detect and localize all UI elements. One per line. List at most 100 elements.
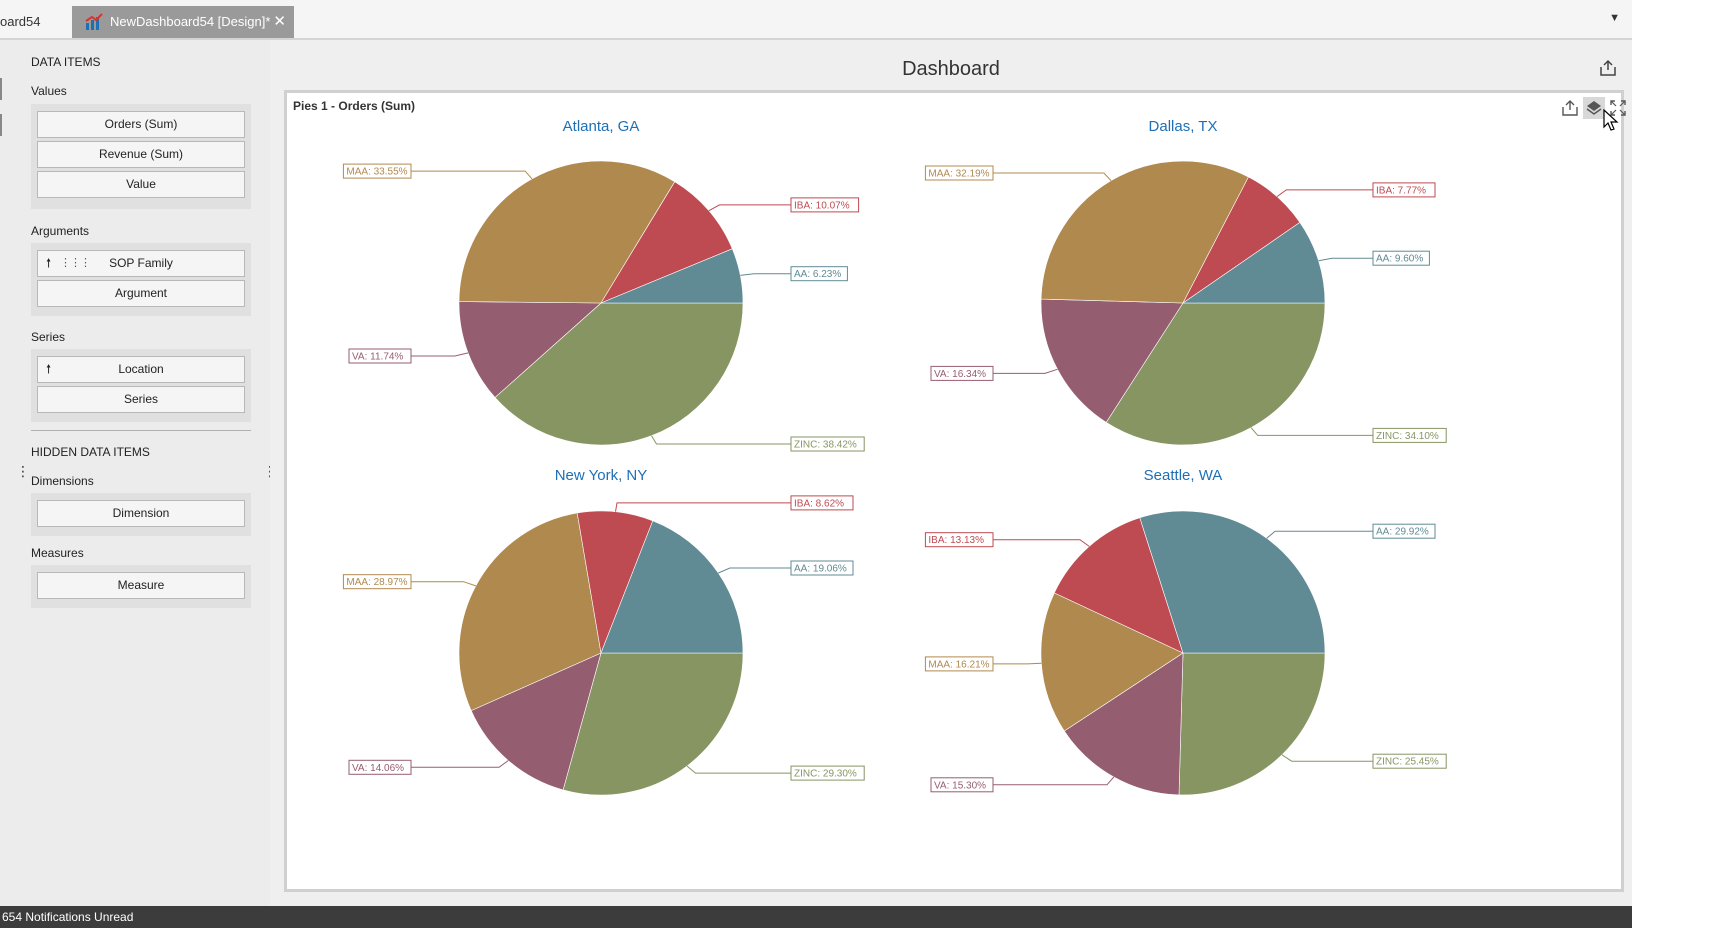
leader-line [708,204,791,212]
pie-slice-label-box [348,348,412,364]
leader-line [993,172,1112,181]
leader-line [740,273,791,276]
series-group: 🠕 Location Series [31,349,251,422]
pie-slice-maa[interactable] [1040,592,1184,732]
layers-icon[interactable] [1583,97,1605,119]
series-item-location[interactable]: 🠕 Location [37,356,245,383]
pie-slice-label-box [1372,753,1447,769]
measures-label: Measures [31,546,84,560]
dashboard-surface: Dashboard Pies 1 - Orders (Sum) Atlanta,… [270,40,1632,906]
pie-slice-label-box [790,197,860,213]
pie-slice-label: IBA: 7.77% [1376,185,1426,196]
pie-slice-label: AA: 6.23% [794,269,841,280]
pie-slice-zinc[interactable] [494,302,744,446]
leader-line [1276,189,1373,198]
leader-line [686,765,791,774]
pie-title: Dallas, TX [1149,118,1218,135]
pie-slice-label: AA: 9.60% [1376,254,1423,265]
tab-previous-dashboard[interactable]: oard54 [0,14,41,29]
pie-slice-va[interactable] [1063,652,1184,796]
pie-chart[interactable]: Dallas, TX ZINC: 34.10% VA: 16.34% MAA: 32.… [924,118,1447,446]
pie-slice-label: IBA: 13.13% [928,535,984,546]
section-divider [31,430,251,431]
pie-slice-aa[interactable] [1139,510,1326,654]
export-icon[interactable] [1559,97,1581,119]
chevron-down-icon[interactable]: ▼ [1609,12,1620,24]
series-label: Series [31,330,66,344]
export-icon[interactable] [1598,58,1618,78]
dimension-item-placeholder[interactable]: Dimension [37,500,245,527]
splitter-mark [0,114,2,136]
pie-slice-maa[interactable] [1040,160,1249,304]
pie-slice-label-box [924,532,994,548]
pie-slice-va[interactable] [470,652,602,791]
pie-slice-label: MAA: 33.55% [346,167,407,178]
pie-slice-label: MAA: 28.97% [346,577,407,588]
leader-line [411,170,533,180]
leader-line [718,567,791,574]
leader-line [993,776,1115,786]
pie-chart[interactable]: Seattle, WA ZINC: 25.45% VA: 15.30% MAA: 16… [924,467,1447,796]
pie-slice-zinc[interactable] [562,652,744,796]
pie-slice-label: VA: 15.30% [934,780,986,791]
pie-slice-zinc[interactable] [1105,302,1326,446]
pie-dashboard-item[interactable]: Pies 1 - Orders (Sum) Atlanta, GA ZINC: 3… [284,90,1626,892]
splitter-mark [0,78,2,100]
pie-slice-label: IBA: 10.07% [794,200,850,211]
value-item-orders-sum[interactable]: Orders (Sum) [37,111,245,138]
notifications-status[interactable]: 654 Notifications Unread [2,910,134,924]
dimensions-label: Dimensions [31,474,94,488]
pie-slice-label-box [348,759,412,775]
tab-active-label: NewDashboard54 [Design]* [110,14,271,29]
fullscreen-icon[interactable] [1607,97,1629,119]
values-label: Values [31,84,67,98]
pie-title: Atlanta, GA [563,118,640,135]
leader-line [1281,754,1373,762]
pie-slice-label: VA: 14.06% [352,763,404,774]
leader-line [1318,257,1373,262]
leader-line [993,539,1090,547]
pie-slice-label-box [790,266,848,282]
series-item-placeholder[interactable]: Series [37,386,245,413]
measure-item-placeholder[interactable]: Measure [37,572,245,599]
pie-chart[interactable]: New York, NY ZINC: 29.30% VA: 14.06% MAA: 2… [342,467,865,796]
value-item-revenue-sum[interactable]: Revenue (Sum) [37,141,245,168]
pie-slice-maa[interactable] [458,512,602,711]
status-bar: 654 Notifications Unread [0,906,1632,928]
series-item-label: Location [118,362,164,376]
splitter-grip-icon[interactable]: ⋮ [16,463,30,479]
pie-slice-label-box [1372,427,1447,443]
pie-slice-zinc[interactable] [1178,652,1326,796]
argument-item-sop-family[interactable]: 🠕 ⋮⋮⋮ SOP Family [37,250,245,277]
argument-item-placeholder[interactable]: Argument [37,280,245,307]
pie-slice-label: AA: 19.06% [794,564,847,575]
pie-title: New York, NY [555,467,648,484]
pie-slice-va[interactable] [458,301,602,398]
pie-slice-label-box [790,765,865,781]
pie-slice-label-box [790,436,865,452]
pie-slice-label-box [930,365,994,381]
dashboard-title[interactable]: Dashboard [902,58,1000,80]
pie-chart[interactable]: Atlanta, GA ZINC: 38.42% VA: 11.74% MAA: 33… [342,118,865,452]
value-item-placeholder[interactable]: Value [37,171,245,198]
dimensions-group: Dimension [31,493,251,536]
pie-charts-canvas: Atlanta, GA ZINC: 38.42% VA: 11.74% MAA: 33… [342,118,1447,796]
pie-slice-maa[interactable] [458,160,676,304]
pie-slice-aa[interactable] [1182,221,1326,304]
cursor-icon [1603,109,1619,131]
leader-line [615,502,791,512]
leader-line [993,662,1042,665]
pie-slice-label-box [930,777,994,793]
pie-slice-label-box [790,495,854,511]
pie-slice-label-box [1372,523,1436,539]
tab-active-dashboard-design[interactable]: NewDashboard54 [Design]* ✕ [72,6,294,38]
pie-slice-label-box [1372,182,1436,198]
leader-line [993,368,1058,374]
leader-line [411,581,477,587]
close-icon[interactable]: ✕ [273,13,286,30]
pie-slice-label: VA: 11.74% [352,352,403,363]
sort-arrow-icon: 🠕 [46,256,52,270]
measures-group: Measure [31,565,251,608]
pie-slice-va[interactable] [1040,298,1184,423]
leader-line [1266,530,1373,539]
